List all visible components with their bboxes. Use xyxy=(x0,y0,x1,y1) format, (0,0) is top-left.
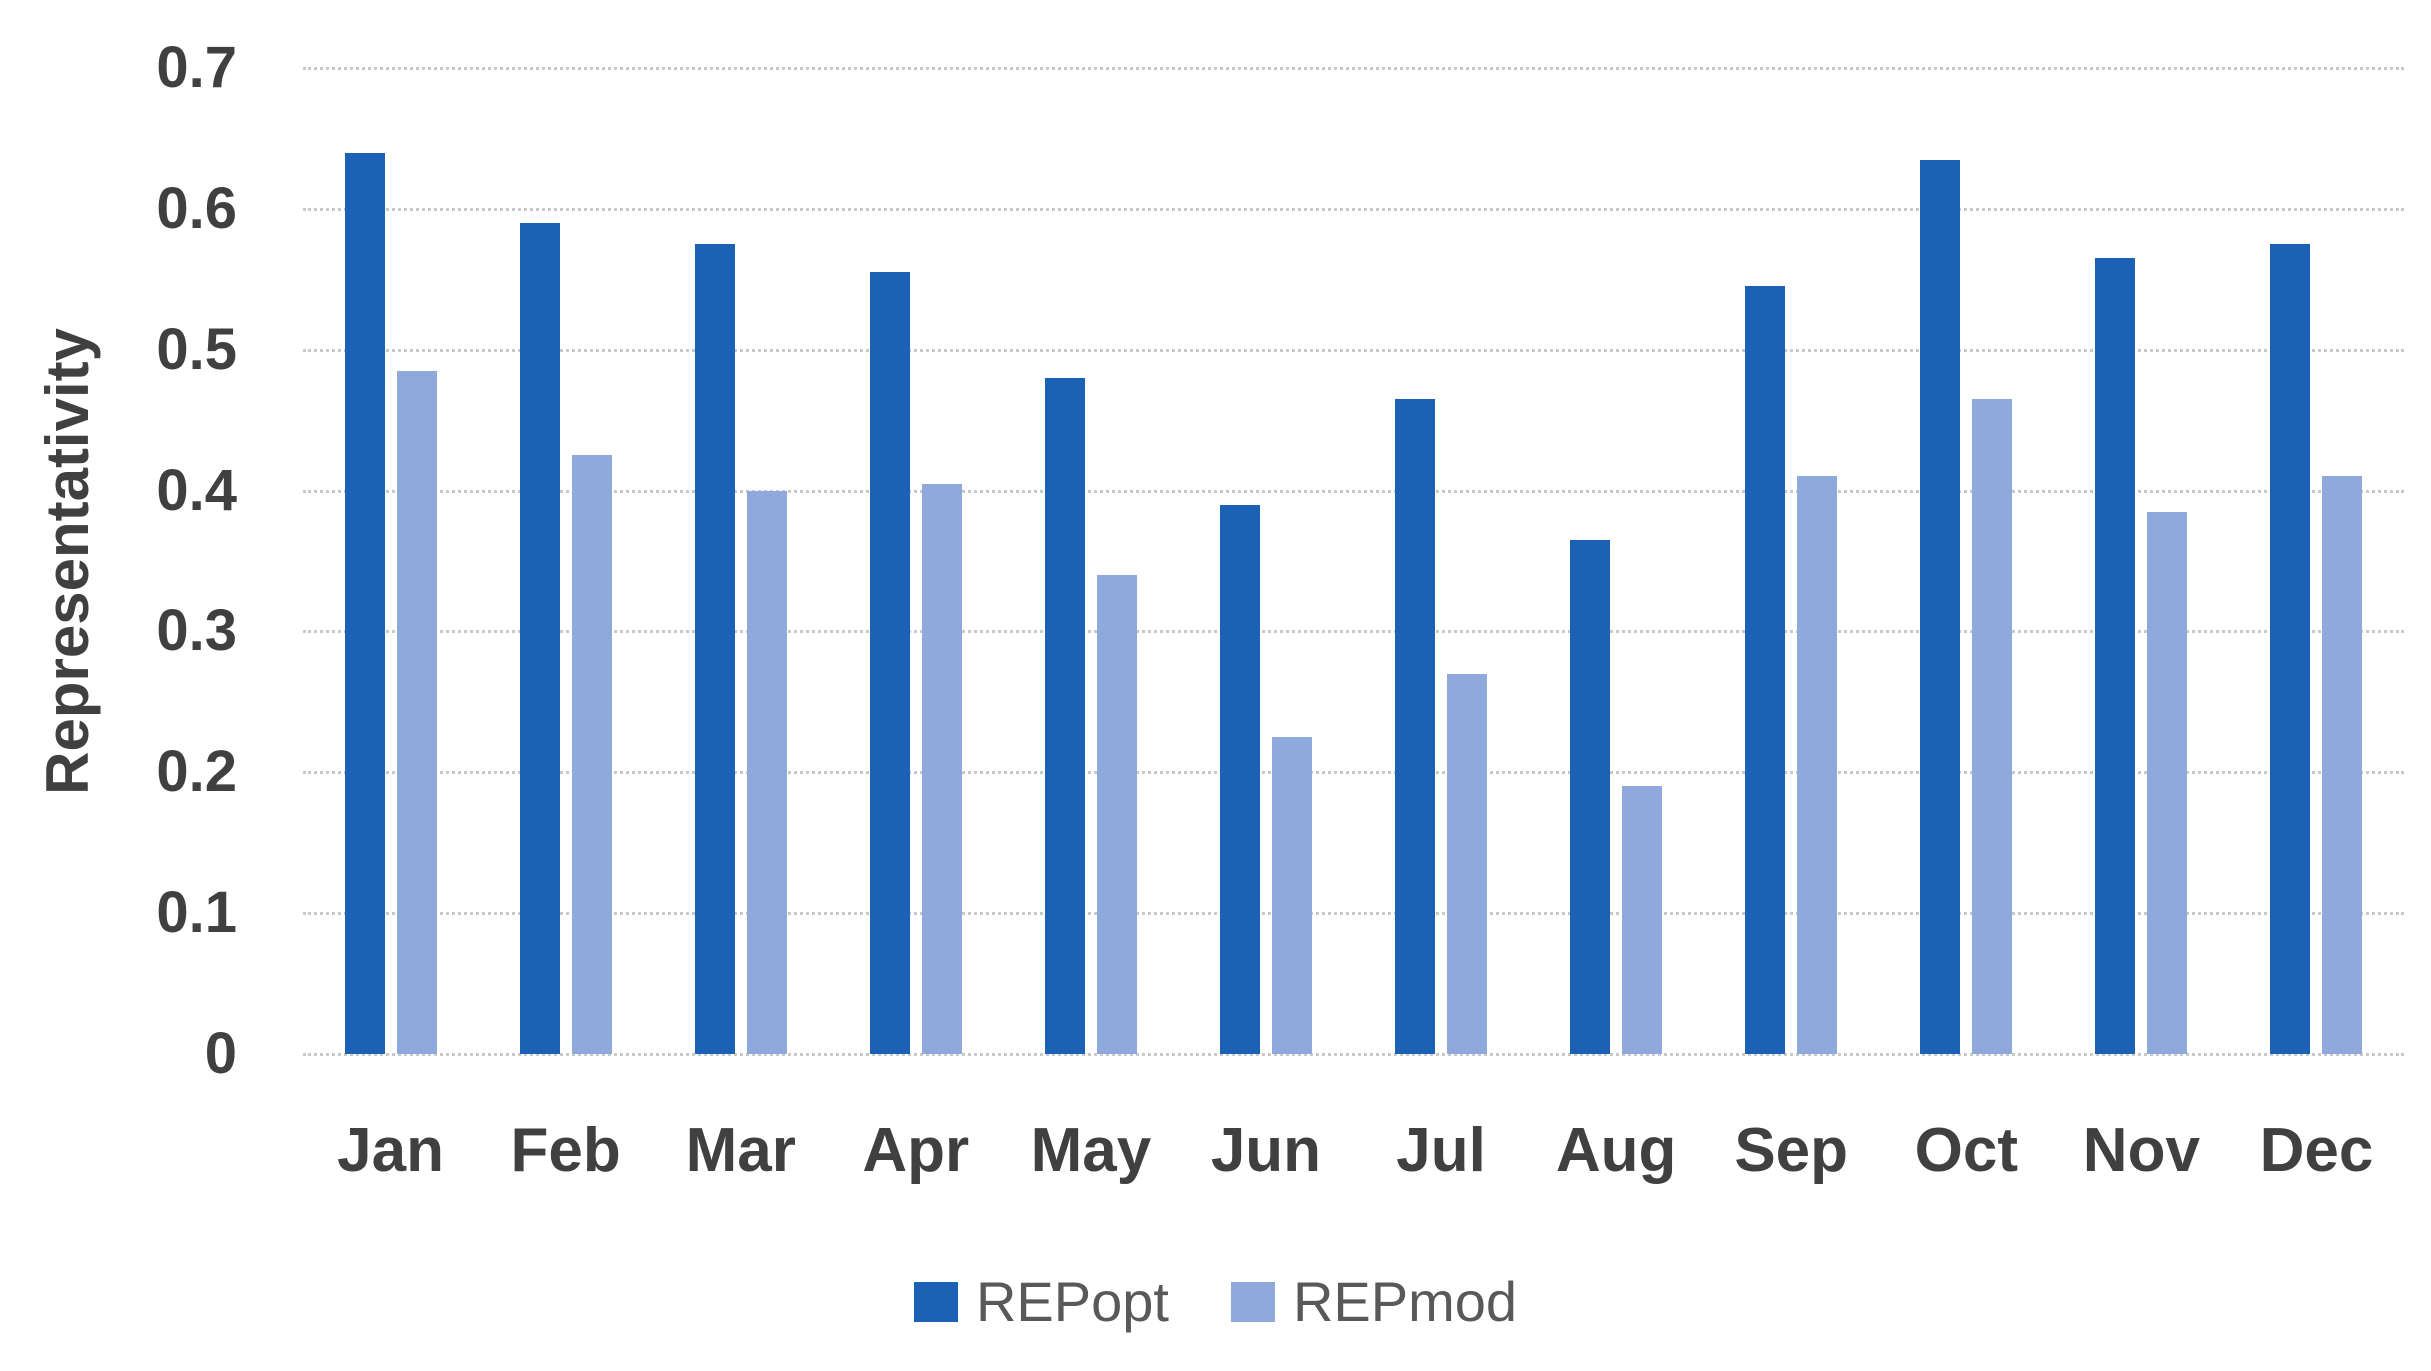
legend-label-repmod: REPmod xyxy=(1292,1270,1518,1333)
gridline-0.5 xyxy=(303,348,2404,352)
bar-repopt-jan xyxy=(344,152,385,1054)
y-tick-label-0.1: 0.1 xyxy=(156,880,237,946)
x-axis-label-oct: Oct xyxy=(1914,1116,2018,1185)
bar-repopt-jun xyxy=(1219,504,1260,1054)
x-axis-label-nov: Nov xyxy=(2082,1116,2200,1185)
bar-repmod-sep xyxy=(1797,476,1838,1054)
gridline-0.2 xyxy=(303,771,2404,775)
bar-repmod-apr xyxy=(921,483,962,1054)
legend-item-repmod: REPmod xyxy=(1230,1270,1518,1333)
bar-repmod-dec xyxy=(2322,476,2363,1054)
x-axis-label-apr: Apr xyxy=(862,1116,970,1185)
bar-repopt-nov xyxy=(2095,258,2136,1054)
bar-repmod-jul xyxy=(1447,673,1488,1054)
x-axis-label-aug: Aug xyxy=(1555,1116,1677,1185)
bar-repmod-may xyxy=(1096,575,1137,1054)
x-axis-label-jan: Jan xyxy=(337,1116,444,1185)
legend-swatch-repopt xyxy=(913,1282,958,1322)
bar-repmod-jan xyxy=(396,370,437,1054)
gridline-0.3 xyxy=(303,630,2404,634)
legend-swatch-repmod xyxy=(1230,1282,1275,1322)
legend: REPopt REPmod xyxy=(0,1272,2431,1332)
gridline-0.6 xyxy=(303,207,2404,211)
y-tick-label-0.4: 0.4 xyxy=(156,457,237,523)
bar-repopt-may xyxy=(1044,377,1085,1054)
x-axis-label-may: May xyxy=(1030,1116,1152,1185)
bar-repmod-feb xyxy=(571,455,612,1054)
bar-repmod-aug xyxy=(1622,786,1663,1054)
bar-repopt-apr xyxy=(869,272,910,1054)
gridline-0.7 xyxy=(303,67,2404,70)
y-tick-label-0.5: 0.5 xyxy=(156,316,237,382)
bar-repopt-aug xyxy=(1570,539,1611,1054)
legend-item-repopt: REPopt xyxy=(913,1270,1169,1333)
gridline-0 xyxy=(303,1053,2404,1056)
bar-repmod-mar xyxy=(746,490,787,1054)
y-tick-label-0.7: 0.7 xyxy=(156,35,237,100)
x-axis-label-feb: Feb xyxy=(510,1116,621,1185)
bar-repopt-mar xyxy=(694,244,735,1054)
bar-repmod-nov xyxy=(2147,511,2188,1054)
y-tick-label-0.2: 0.2 xyxy=(156,739,237,805)
x-axis-label-dec: Dec xyxy=(2259,1116,2374,1185)
bar-repopt-oct xyxy=(1920,159,1961,1054)
x-axis-label-jun: Jun xyxy=(1210,1116,1322,1185)
y-tick-label-0.6: 0.6 xyxy=(156,175,237,241)
bar-repopt-dec xyxy=(2270,244,2311,1054)
x-axis-label-sep: Sep xyxy=(1734,1116,1849,1185)
x-axis-label-jul: Jul xyxy=(1396,1116,1486,1185)
bar-repmod-jun xyxy=(1271,737,1312,1054)
bar-repopt-jul xyxy=(1395,399,1436,1054)
bar-repopt-feb xyxy=(519,222,560,1054)
bar-repmod-oct xyxy=(1972,399,2013,1054)
gridline-0.4 xyxy=(303,489,2404,493)
gridline-0.1 xyxy=(303,912,2404,916)
y-tick-label-0.3: 0.3 xyxy=(156,598,237,664)
x-axis-label-mar: Mar xyxy=(685,1116,796,1185)
y-tick-label-0: 0 xyxy=(204,1021,237,1086)
bar-repopt-sep xyxy=(1745,286,1786,1054)
legend-label-repopt: REPopt xyxy=(975,1270,1169,1333)
